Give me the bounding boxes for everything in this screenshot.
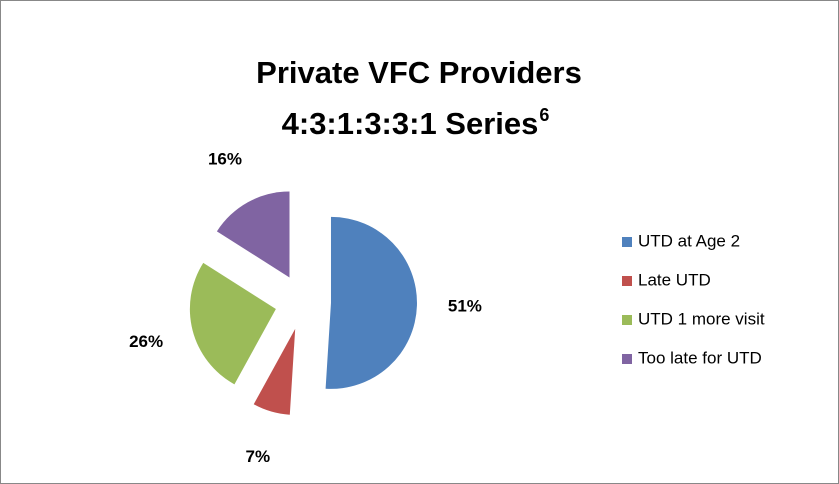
legend-swatch	[622, 237, 632, 247]
legend-swatch	[622, 354, 632, 364]
pie-slice	[325, 216, 417, 389]
legend-label: UTD at Age 2	[638, 231, 740, 250]
data-label: 16%	[208, 150, 242, 169]
pie-slice	[253, 328, 296, 415]
pie-slice	[216, 191, 290, 278]
legend-swatch	[622, 276, 632, 286]
legend-swatch	[622, 315, 632, 325]
chart-title: Private VFC Providers	[256, 55, 582, 90]
pie-slice	[189, 262, 276, 385]
data-label: 26%	[129, 332, 163, 351]
legend-label: Too late for UTD	[638, 348, 762, 367]
data-label: 7%	[246, 447, 271, 466]
legend-label: Late UTD	[638, 270, 711, 289]
chart-title: 4:3:1:3:3:1 Series	[282, 106, 539, 141]
data-label: 51%	[448, 297, 482, 316]
title-superscript: 6	[539, 105, 549, 125]
legend-label: UTD 1 more visit	[638, 309, 765, 328]
